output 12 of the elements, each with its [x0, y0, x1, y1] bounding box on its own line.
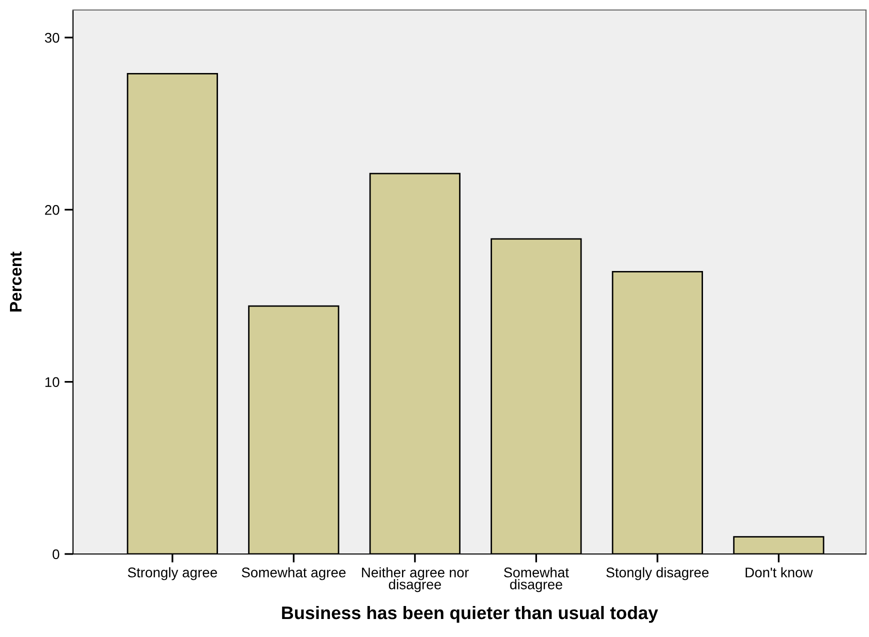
- x-tick-label: Neither agree nor disagree: [362, 567, 469, 592]
- x-tick-label: Somewhat disagree: [504, 567, 569, 592]
- y-axis-title: Percent: [10, 252, 22, 312]
- x-tick-label: Don't know: [746, 567, 813, 578]
- x-tick-label: Stongly disagree: [606, 567, 709, 580]
- y-tick-label: 10: [45, 377, 60, 388]
- x-axis-title: Business has been quieter than usual today: [282, 606, 658, 623]
- x-tick-label: Somewhat agree: [242, 567, 346, 580]
- y-tick-label: 20: [45, 205, 60, 215]
- y-tick-label: 30: [44, 32, 60, 43]
- y-tick-label: 0: [52, 549, 60, 560]
- x-tick-label: Strongly agree: [128, 567, 217, 580]
